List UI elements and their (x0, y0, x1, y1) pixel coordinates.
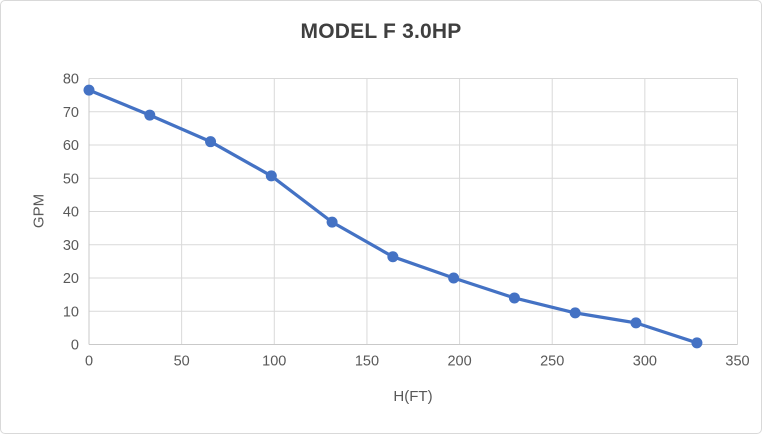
data-point-marker (448, 272, 460, 284)
y-tick-label: 40 (63, 205, 79, 221)
y-tick-label: 20 (63, 271, 79, 287)
data-point-marker (83, 84, 95, 96)
y-tick-label: 30 (63, 238, 79, 254)
x-tick-label: 50 (174, 354, 190, 370)
x-tick-label: 350 (725, 354, 749, 370)
y-tick-label: 60 (63, 138, 79, 154)
data-point-marker (205, 136, 217, 148)
x-tick-label: 250 (540, 354, 564, 370)
y-tick-label: 10 (63, 304, 79, 320)
y-tick-label: 50 (63, 171, 79, 187)
y-tick-label: 70 (63, 105, 79, 121)
data-point-marker (569, 307, 581, 319)
data-point-marker (691, 337, 703, 349)
data-point-marker (144, 109, 156, 121)
x-tick-label: 300 (633, 354, 657, 370)
data-point-marker (326, 216, 338, 228)
x-tick-label: 200 (447, 354, 471, 370)
chart-title: MODEL F 3.0HP (300, 20, 462, 43)
x-tick-label: 0 (85, 354, 93, 370)
data-point-marker (387, 251, 399, 263)
x-tick-label: 150 (355, 354, 379, 370)
x-tick-label: 100 (262, 354, 286, 370)
y-tick-label: 80 (63, 72, 79, 88)
series-line (87, 88, 699, 345)
data-point-marker (265, 170, 277, 182)
data-point-marker (508, 292, 520, 304)
data-point-marker (630, 317, 642, 329)
y-tick-label: 0 (71, 338, 79, 354)
x-axis-title: H(FT) (393, 388, 433, 405)
